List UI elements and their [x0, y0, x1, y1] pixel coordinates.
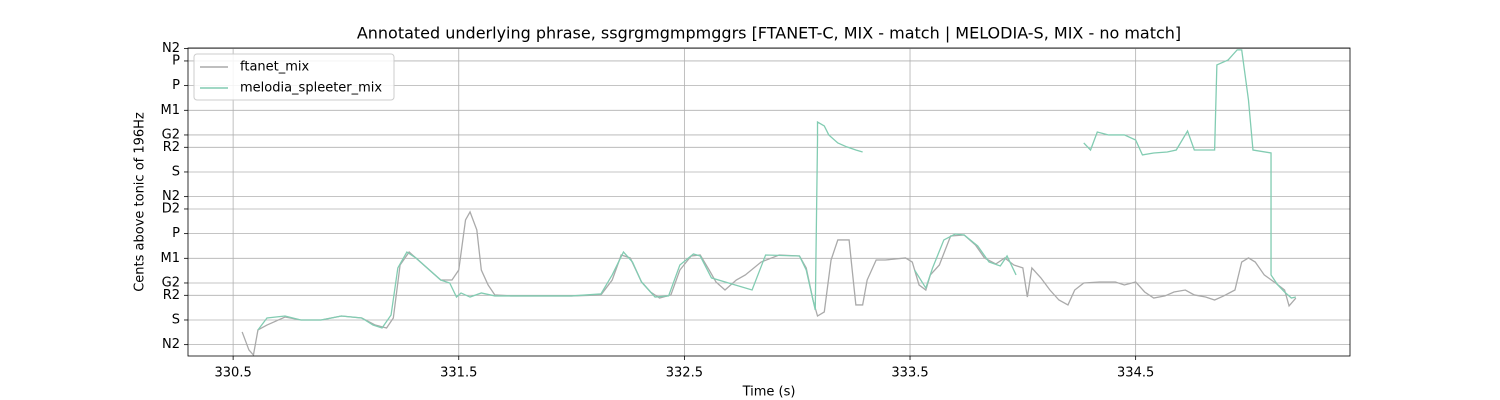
y-tick-label: G2: [162, 127, 180, 142]
y-tick-label: R2: [163, 288, 180, 303]
y-axis-label: Cents above tonic of 196Hz: [133, 112, 148, 292]
legend-label: ftanet_mix: [240, 60, 310, 75]
plot-frame: [187, 47, 1351, 357]
x-tick-label: 330.5: [215, 366, 252, 381]
y-tick-label: G2: [162, 275, 180, 290]
legend-box: [193, 53, 395, 101]
y-tick-label: M1: [161, 251, 181, 266]
series-line: [257, 120, 863, 331]
y-tick-label: P: [172, 78, 180, 93]
x-tick-label: 333.5: [891, 366, 928, 381]
series-line: [241, 210, 1297, 356]
y-tick-label: D2: [162, 201, 180, 216]
chart-title: Annotated underlying phrase, ssgrgmgmpmg…: [357, 24, 1181, 43]
grid: [188, 48, 1350, 356]
y-tick-label: R2: [163, 140, 180, 155]
y-tick-label: N2: [162, 189, 180, 204]
x-tick-label: 334.5: [1117, 366, 1154, 381]
y-tick-label: S: [172, 164, 180, 179]
x-tick-label: 331.5: [440, 366, 477, 381]
y-tick-label: M1: [161, 103, 181, 118]
x-tick-label: 332.5: [666, 366, 703, 381]
series-line: [1083, 49, 1296, 299]
y-tick-label: P: [172, 226, 180, 241]
legend-label: melodia_spleeter_mix: [240, 81, 382, 96]
legend: ftanet_mix melodia_spleeter_mix: [193, 53, 395, 101]
series-line: [913, 233, 1017, 290]
y-tick-label: N2: [162, 41, 180, 56]
y-tick-label: P: [172, 53, 180, 68]
plot-lines: [241, 49, 1297, 356]
y-tick-label: N2: [162, 337, 180, 352]
x-axis-label: Time (s): [742, 385, 796, 400]
y-tick-label: S: [172, 312, 180, 327]
